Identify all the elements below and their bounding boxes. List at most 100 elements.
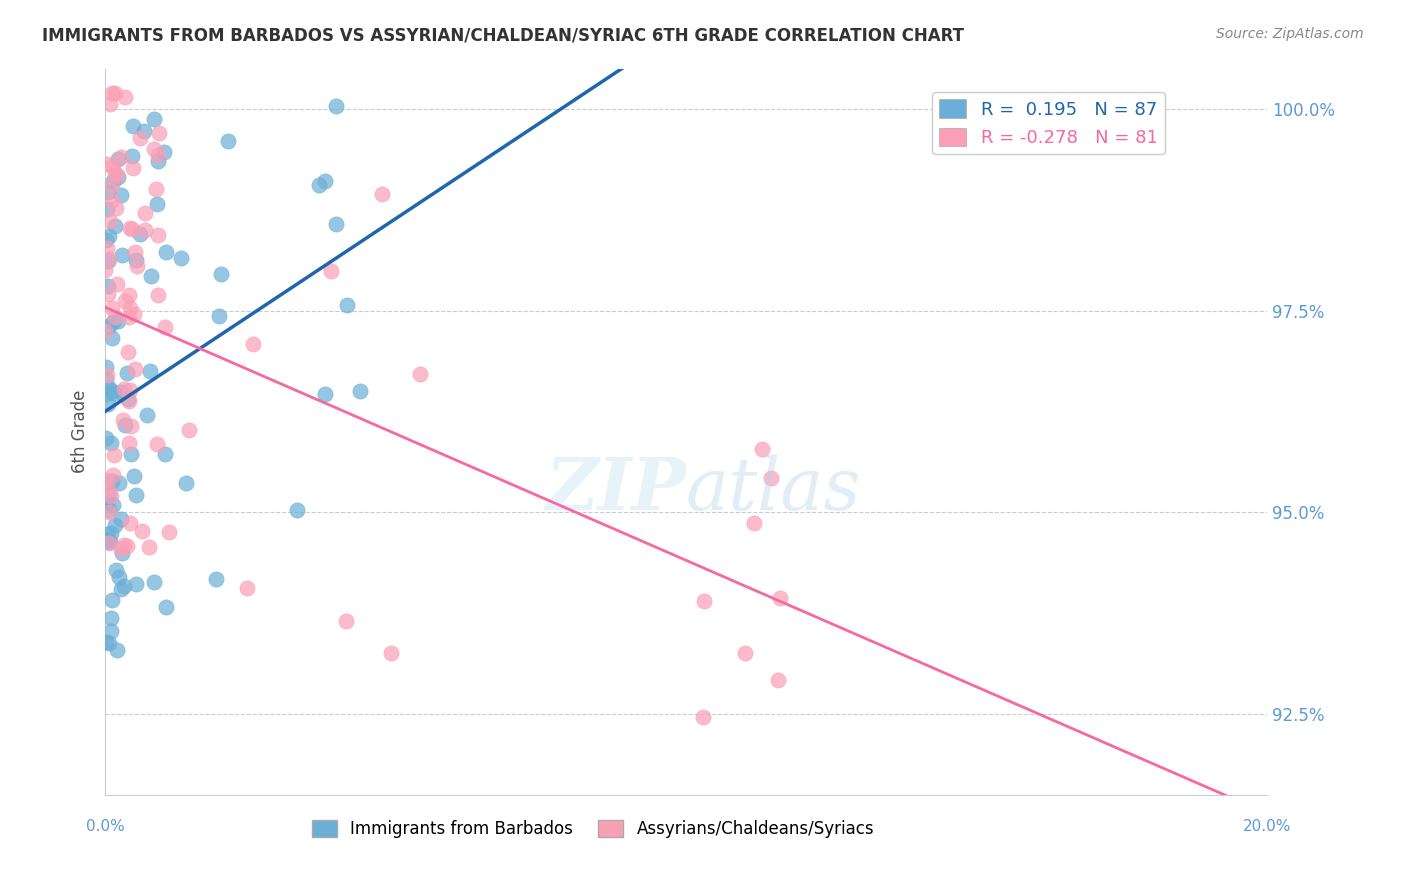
Point (96, 371, 118, 385)
Point (94, 431, 117, 445)
Point (100, 436, 122, 450)
Point (100, 490, 122, 504)
Point (121, 161, 143, 175)
Point (117, 344, 139, 359)
Point (111, 248, 134, 262)
Point (120, 447, 142, 461)
Point (148, 288, 170, 302)
Point (134, 223, 156, 237)
Point (105, 277, 128, 291)
Point (117, 392, 139, 406)
Point (285, 503, 308, 517)
Point (319, 264, 342, 278)
Point (104, 564, 127, 578)
Point (179, 423, 201, 437)
Point (110, 582, 132, 596)
Point (761, 471, 783, 485)
Point (146, 196, 169, 211)
Point (101, 331, 124, 345)
Point (94, 473, 117, 487)
Point (734, 646, 756, 660)
Point (121, 149, 143, 163)
Point (118, 436, 141, 450)
Point (97, 397, 120, 411)
Point (110, 542, 132, 557)
Point (125, 577, 148, 591)
Point (104, 201, 127, 215)
Text: 20.0%: 20.0% (1243, 819, 1291, 834)
Point (122, 119, 145, 133)
Point (120, 419, 142, 434)
Point (118, 393, 141, 408)
Point (100, 525, 122, 540)
Point (107, 314, 129, 328)
Point (134, 206, 156, 220)
Point (112, 579, 135, 593)
Point (112, 382, 135, 396)
Point (112, 537, 135, 551)
Point (96, 241, 118, 255)
Point (97, 319, 120, 334)
Point (142, 574, 165, 589)
Point (146, 228, 169, 243)
Point (138, 364, 160, 378)
Point (751, 442, 773, 456)
Point (325, 99, 347, 113)
Text: Source: ZipAtlas.com: Source: ZipAtlas.com (1216, 27, 1364, 41)
Y-axis label: 6th Grade: 6th Grade (72, 390, 89, 474)
Point (380, 646, 402, 660)
Point (104, 86, 127, 100)
Point (114, 90, 136, 104)
Text: IMMIGRANTS FROM BARBADOS VS ASSYRIAN/CHALDEAN/SYRIAC 6TH GRADE CORRELATION CHART: IMMIGRANTS FROM BARBADOS VS ASSYRIAN/CHA… (42, 27, 965, 45)
Point (97, 381, 120, 395)
Point (124, 245, 146, 260)
Point (129, 227, 152, 241)
Point (143, 112, 166, 127)
Point (97, 254, 120, 268)
Point (118, 384, 141, 398)
Point (104, 166, 127, 180)
Point (146, 154, 169, 169)
Legend: Immigrants from Barbados, Assyrians/Chaldeans/Syriacs: Immigrants from Barbados, Assyrians/Chal… (305, 813, 882, 845)
Point (108, 570, 131, 584)
Point (314, 387, 336, 401)
Point (766, 673, 789, 688)
Point (115, 367, 138, 381)
Point (96, 202, 118, 217)
Point (118, 288, 141, 302)
Point (155, 600, 177, 615)
Point (125, 252, 148, 267)
Point (121, 222, 143, 236)
Point (96, 534, 118, 549)
Point (105, 168, 128, 182)
Point (120, 301, 142, 315)
Point (217, 134, 239, 148)
Point (100, 178, 122, 193)
Point (170, 252, 193, 266)
Point (242, 336, 264, 351)
Point (692, 710, 714, 724)
Point (110, 512, 132, 526)
Point (138, 540, 160, 554)
Point (101, 467, 124, 482)
Point (100, 301, 122, 316)
Point (110, 546, 132, 560)
Point (104, 219, 127, 234)
Point (236, 581, 259, 595)
Point (129, 130, 152, 145)
Point (98, 503, 121, 517)
Point (148, 126, 170, 140)
Point (100, 535, 122, 549)
Point (98, 97, 121, 112)
Point (335, 614, 357, 628)
Point (104, 310, 127, 324)
Point (100, 624, 122, 639)
Point (111, 413, 134, 427)
Point (96, 360, 118, 375)
Point (314, 174, 336, 188)
Point (97, 287, 120, 301)
Point (157, 525, 180, 540)
Point (98, 636, 121, 650)
Point (97, 533, 120, 548)
Point (98, 213, 121, 227)
